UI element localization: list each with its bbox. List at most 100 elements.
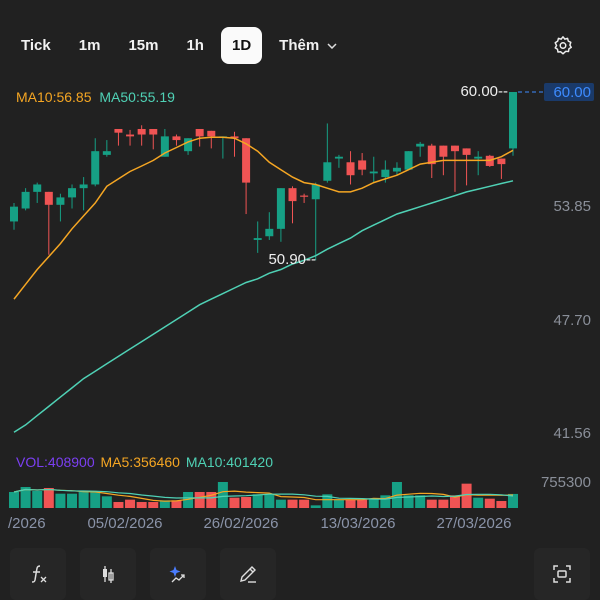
bottom-toolbar xyxy=(0,548,600,600)
candle xyxy=(149,128,158,150)
candle xyxy=(160,128,169,157)
candle xyxy=(276,188,285,242)
volume-bar xyxy=(241,496,252,508)
volume-bar xyxy=(473,497,484,508)
candle-body xyxy=(276,188,285,229)
function-icon xyxy=(31,565,47,583)
candle xyxy=(392,162,401,176)
last-price-label: 60.00 xyxy=(553,84,591,101)
candle xyxy=(114,128,123,146)
candle-body xyxy=(79,184,88,189)
candle-body xyxy=(323,162,332,181)
candle-body xyxy=(242,138,251,183)
candle-body xyxy=(56,197,65,205)
candle xyxy=(242,138,251,215)
candle xyxy=(497,158,506,179)
pencil-icon xyxy=(240,566,256,583)
candle xyxy=(172,134,181,146)
tab-tick[interactable]: Tick xyxy=(21,37,51,54)
candle-body xyxy=(172,136,181,141)
candle-body xyxy=(68,188,77,198)
date-label: /2026 xyxy=(8,515,46,532)
candle-body xyxy=(91,151,100,185)
candle-body xyxy=(439,145,448,157)
candle-body xyxy=(44,191,53,205)
candle xyxy=(334,154,343,168)
volume-bar xyxy=(403,495,414,508)
candle-body xyxy=(21,191,30,209)
tab-1h[interactable]: 1h xyxy=(186,37,204,54)
candle xyxy=(68,184,77,209)
volume-bar xyxy=(206,491,217,508)
candle-body xyxy=(381,169,390,178)
volume-value: VOL:408900 xyxy=(16,454,95,470)
volume-bar xyxy=(183,491,194,508)
volume-bar xyxy=(333,499,344,508)
candle xyxy=(509,92,517,156)
date-label: 13/03/2026 xyxy=(320,515,395,532)
candle-body xyxy=(33,184,42,192)
tab-1d[interactable]: 1D xyxy=(220,27,263,64)
candle xyxy=(137,125,146,146)
volume-bar xyxy=(136,502,147,508)
candle xyxy=(10,202,18,230)
volume-bar xyxy=(438,499,449,508)
tab-15m[interactable]: 15m xyxy=(128,37,159,54)
price-tick: 53.85 xyxy=(553,198,591,215)
candle-body xyxy=(160,136,169,157)
gear-icon[interactable] xyxy=(552,35,574,57)
volume-bar xyxy=(496,501,507,508)
candle-body xyxy=(311,184,320,200)
volume-bar xyxy=(217,482,228,508)
candle-body xyxy=(497,158,506,165)
tab-1m[interactable]: 1m xyxy=(78,37,101,54)
last-price-badge xyxy=(544,83,594,101)
volume-bar xyxy=(380,495,391,508)
candle-body xyxy=(404,151,413,170)
candle xyxy=(474,151,483,176)
candle xyxy=(184,138,193,155)
candle-body xyxy=(392,167,401,172)
candlestick-icon xyxy=(103,566,114,583)
tab-more-label: Thêm xyxy=(279,37,320,54)
volume-max-tick: 755300 xyxy=(541,474,591,491)
candle-body xyxy=(416,143,425,147)
volume-bar xyxy=(78,491,89,508)
chart-type-button[interactable] xyxy=(80,548,136,600)
ma10-line xyxy=(13,136,514,300)
price-tick: 47.70 xyxy=(553,312,591,329)
volume-bar xyxy=(229,497,240,508)
ma50-value: MA50:55.19 xyxy=(99,89,175,105)
candle xyxy=(369,156,378,183)
price-chart[interactable]: 60.00 60.00-- 50.90-- 53.85 47.70 41.56 … xyxy=(0,80,600,540)
volume-ma10-value: MA10:401420 xyxy=(185,454,273,470)
high-marker: 60.00-- xyxy=(460,83,508,100)
volume-bar xyxy=(55,493,66,508)
candle-body xyxy=(300,195,309,197)
price-tick: 41.56 xyxy=(553,425,591,442)
candle xyxy=(311,182,320,261)
volume-bar xyxy=(264,494,275,508)
volume-bar xyxy=(461,483,472,508)
candle-body xyxy=(358,160,367,170)
candle-body xyxy=(450,145,459,152)
volume-bar xyxy=(101,496,112,508)
candle xyxy=(346,151,355,185)
candle xyxy=(230,131,239,157)
ai-analysis-button[interactable] xyxy=(150,548,206,600)
volume-ma10-line xyxy=(13,488,514,500)
candle-body xyxy=(334,156,343,159)
volume-bar xyxy=(357,499,368,508)
candle-body xyxy=(149,128,158,135)
volume-legend: VOL:408900 MA5:356460 MA10:401420 xyxy=(16,454,273,470)
candle-body xyxy=(427,145,436,165)
candle xyxy=(265,212,274,240)
fullscreen-button[interactable] xyxy=(534,548,590,600)
volume-bar xyxy=(287,499,298,508)
indicators-button[interactable] xyxy=(10,548,66,600)
ma50-line xyxy=(13,180,514,433)
date-label: 26/02/2026 xyxy=(203,515,278,532)
draw-button[interactable] xyxy=(220,548,276,600)
volume-bar xyxy=(171,500,182,508)
tab-more[interactable]: Thêm xyxy=(268,27,348,64)
